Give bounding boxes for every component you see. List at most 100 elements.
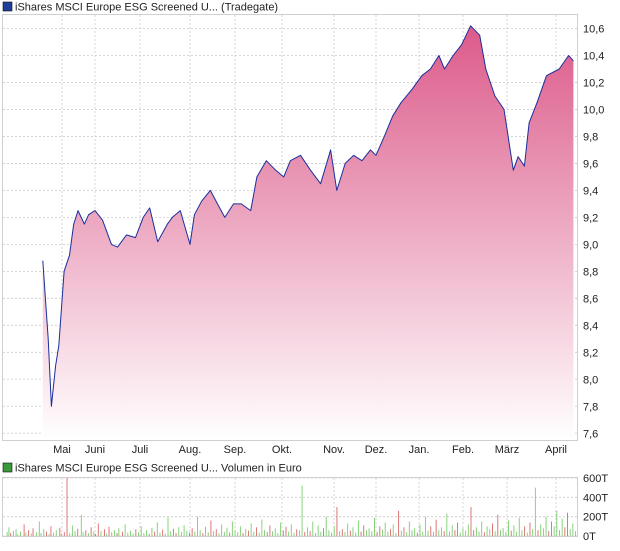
volume-bar — [69, 533, 71, 536]
volume-bar — [23, 524, 25, 536]
price-x-axis: Mai Juni Juli Aug. Sep. Okt. Nov. Dez. Jan. Feb. M… — [53, 444, 567, 456]
volume-bar — [293, 532, 295, 536]
price-x-tick-label: März — [495, 444, 519, 456]
volume-bar — [274, 528, 276, 536]
volume-bar — [510, 530, 512, 536]
volume-bar — [524, 526, 526, 536]
volume-bar — [186, 530, 188, 536]
volume-bar — [323, 528, 324, 536]
volume-bar — [194, 531, 196, 536]
volume-bar — [312, 521, 314, 536]
volume-bar — [427, 530, 429, 536]
volume-y-tick-label: 200T — [583, 512, 608, 524]
price-chart-frame — [2, 14, 578, 441]
volume-bar — [82, 532, 84, 536]
volume-bar — [483, 532, 485, 536]
volume-bar — [569, 529, 571, 536]
volume-bar — [6, 532, 8, 536]
volume-legend-swatch — [2, 462, 13, 473]
volume-bar — [392, 524, 394, 536]
volume-bar — [449, 531, 450, 536]
volume-bar — [347, 523, 349, 536]
volume-bar — [191, 528, 193, 536]
volume-bar — [301, 485, 303, 536]
price-x-tick-label: April — [545, 444, 567, 456]
volume-bar — [66, 478, 68, 536]
volume-bar — [548, 531, 550, 536]
volume-bar — [406, 532, 408, 536]
volume-bar — [336, 507, 338, 536]
volume-bar — [355, 532, 357, 536]
volume-bar — [46, 531, 47, 536]
volume-y-tick-label: 0T — [583, 531, 596, 543]
volume-bar — [245, 528, 247, 536]
volume-bar — [542, 528, 544, 536]
volume-bar — [518, 517, 520, 536]
volume-bar — [261, 519, 263, 536]
volume-bar — [127, 532, 129, 536]
price-x-tick-label: Okt. — [272, 444, 292, 456]
volume-bar — [534, 487, 536, 536]
volume-bar — [550, 521, 552, 536]
price-y-tick-label: 9,0 — [583, 239, 598, 251]
volume-bar — [331, 532, 333, 536]
volume-bar — [339, 531, 341, 536]
volume-bar — [175, 533, 177, 536]
volume-bar — [435, 519, 437, 536]
volume-bar — [183, 525, 185, 536]
price-y-tick-label: 8,0 — [583, 374, 598, 386]
volume-bar — [124, 524, 126, 536]
price-legend-label: iShares MSCI Europe ESG Screened U... (T… — [15, 2, 278, 14]
volume-bar — [213, 531, 215, 536]
volume-bar — [430, 526, 432, 536]
volume-bar — [451, 525, 453, 536]
volume-bar — [77, 528, 79, 536]
volume-bar — [210, 520, 212, 536]
volume-bar — [242, 533, 244, 536]
volume-bar — [328, 530, 330, 536]
volume-bar — [537, 530, 539, 536]
volume-bar — [135, 529, 137, 536]
volume-bar — [387, 531, 389, 536]
volume-bar — [491, 523, 493, 536]
volume-bar — [154, 531, 156, 536]
volume-bar — [140, 526, 142, 536]
volume-bar — [40, 533, 42, 536]
volume-bar — [90, 527, 92, 536]
volume-bar — [357, 520, 359, 536]
price-y-tick-label: 8,6 — [583, 293, 598, 305]
volume-bar — [559, 530, 560, 536]
volume-bar — [572, 523, 574, 536]
volume-chart-frame — [2, 477, 578, 537]
volume-bar — [164, 533, 166, 536]
volume-bar — [148, 534, 150, 536]
price-y-axis: 7,6 7,8 8,0 8,2 8,4 8,6 8,8 9,0 9,2 9,4 9,6 9,8 10,0… — [583, 23, 604, 440]
volume-bar — [61, 533, 63, 536]
price-y-tick-label: 10,2 — [583, 77, 604, 89]
volume-bar — [374, 517, 375, 536]
volume-bar — [237, 532, 239, 536]
price-y-tick-label: 9,2 — [583, 212, 598, 224]
volume-bar — [465, 530, 467, 536]
volume-bar — [159, 532, 161, 536]
volume-bar — [494, 531, 496, 536]
volume-bar — [473, 530, 475, 536]
volume-bar — [567, 512, 568, 536]
volume-bar — [502, 528, 504, 536]
volume-bar — [344, 532, 346, 536]
volume-bar — [424, 516, 426, 536]
volume-bar — [8, 527, 10, 536]
volume-bar — [325, 516, 327, 536]
volume-bar — [277, 533, 279, 536]
volume-bar — [462, 528, 464, 536]
volume-bar — [360, 531, 362, 536]
volume-bar — [253, 531, 255, 536]
price-x-tick-label: Mai — [53, 444, 71, 456]
volume-bar — [36, 532, 38, 536]
price-x-tick-label: Jan. — [409, 444, 430, 456]
volume-bar — [59, 527, 61, 536]
volume-bar — [422, 531, 424, 536]
volume-bar — [513, 525, 515, 536]
volume-bar — [438, 530, 440, 536]
